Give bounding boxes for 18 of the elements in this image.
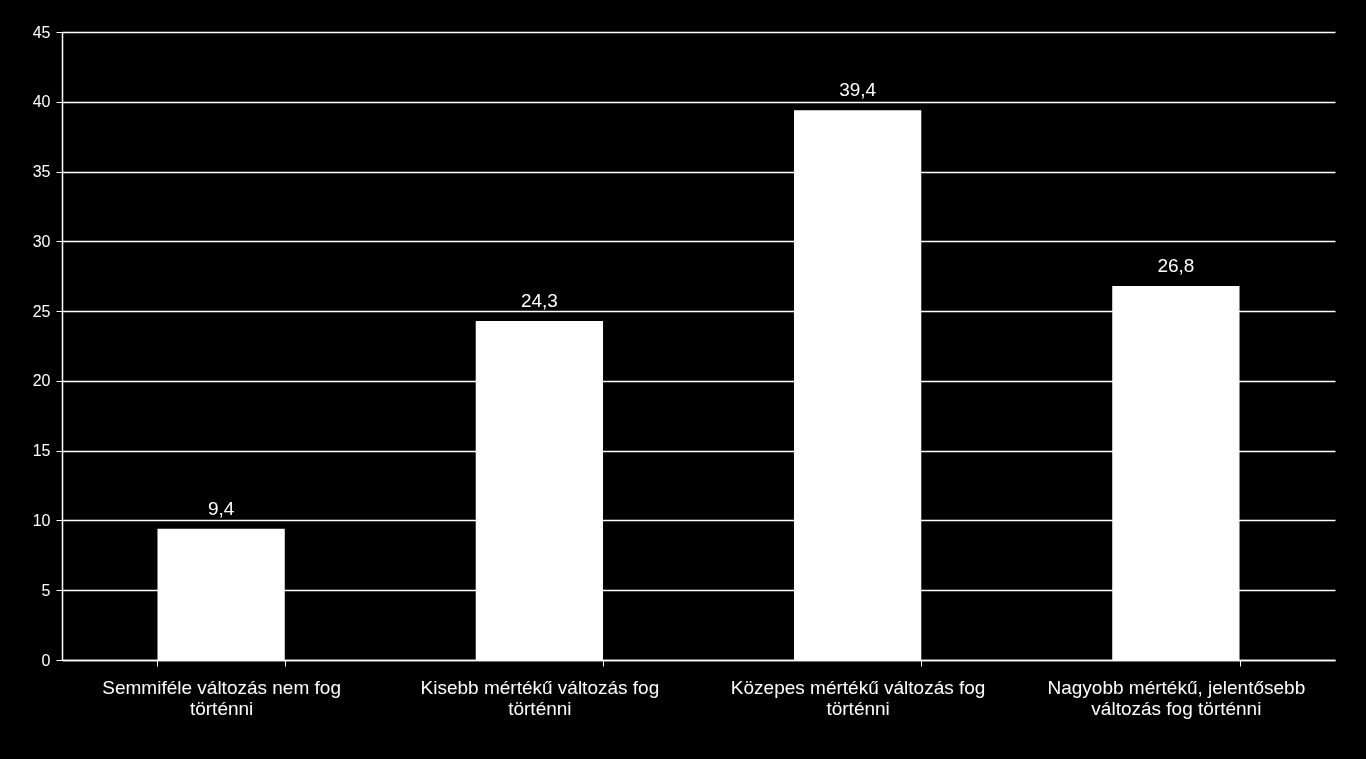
x-tick-label: Semmiféle változás nem fog történni: [102, 676, 341, 719]
x-tick-label: Nagyobb mértékű, jelentősebb változás fog történni: [1047, 676, 1306, 719]
y-tick-label: 35: [32, 163, 51, 181]
data-label: 26,8: [1157, 254, 1195, 276]
y-tick-label: 15: [32, 442, 51, 460]
x-tick-label: Közepes mértékű változás fog történni: [730, 676, 986, 719]
data-label: 9,4: [207, 497, 235, 519]
y-tick-label: 45: [32, 23, 51, 41]
y-tick-label: 0: [41, 651, 51, 669]
data-label: 39,4: [839, 79, 877, 101]
y-tick-label: 5: [41, 581, 51, 599]
y-tick-label: 40: [32, 93, 51, 111]
y-tick-label: 25: [32, 302, 51, 320]
y-tick-label: 10: [32, 511, 51, 529]
x-tick-label: Kisebb mértékű változás fog történni: [420, 676, 660, 719]
y-tick-label: 30: [32, 232, 51, 250]
y-tick-label: 20: [32, 372, 51, 390]
data-label: 24,3: [520, 289, 558, 311]
